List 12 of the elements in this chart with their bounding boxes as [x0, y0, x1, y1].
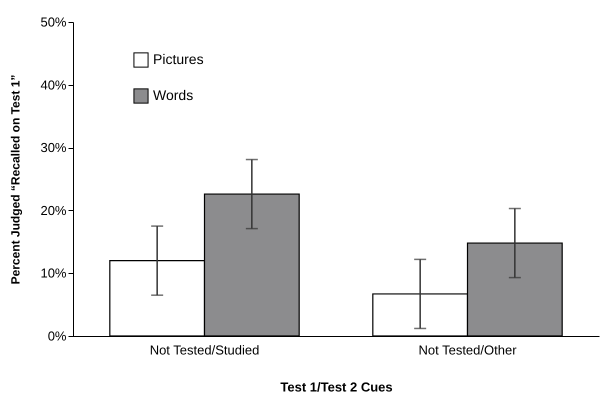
legend-label: Words — [153, 87, 194, 103]
y-axis-title: Percent Judged “Recalled on Test 1” — [8, 74, 22, 284]
y-tick-label: 10% — [40, 266, 67, 281]
x-axis-title: Test 1/Test 2 Cues — [280, 380, 393, 394]
y-tick-label: 30% — [40, 140, 67, 156]
x-tick-label: Not Tested/Other — [418, 342, 518, 358]
x-tick-label: Not Tested/Studied — [150, 342, 260, 358]
y-tick-label: 40% — [40, 77, 67, 92]
y-tick-label: 50% — [40, 14, 67, 30]
legend-label: Pictures — [153, 51, 204, 67]
y-tick-label: 20% — [40, 202, 67, 218]
y-tick-label: 0% — [48, 328, 67, 344]
